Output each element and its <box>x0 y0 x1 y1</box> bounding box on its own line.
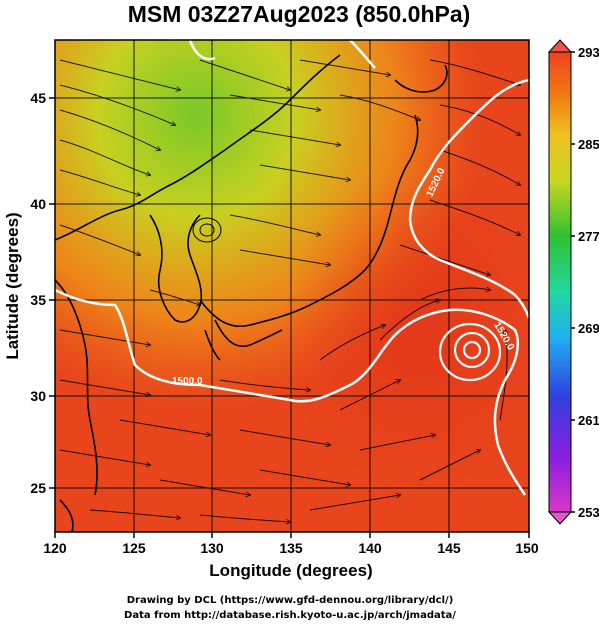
low-circulation <box>192 217 222 243</box>
x-tick-label: 145 <box>437 540 461 556</box>
colorbar-tick-label: 285 <box>578 137 599 152</box>
x-tick-label: 140 <box>358 540 382 556</box>
colorbar-max-arrow <box>547 39 573 53</box>
geopotential-contours <box>55 40 529 496</box>
credit-data: Data from http://database.rish.kyoto-u.a… <box>124 610 456 621</box>
y-tick-label: 40 <box>30 196 46 212</box>
x-tick-label: 130 <box>200 540 224 556</box>
colorbar-tick-label: 253 <box>578 505 599 520</box>
map-title: MSM 03Z27Aug2023 (850.0hPa) <box>128 1 471 27</box>
x-tick-label: 150 <box>515 540 539 556</box>
plot-frame <box>54 39 530 533</box>
x-axis: 120 125 130 135 140 145 150 Longitude (d… <box>43 532 539 580</box>
y-tick-label: 25 <box>30 480 46 496</box>
x-tick-label: 135 <box>279 540 303 556</box>
x-tick-label: 120 <box>43 540 67 556</box>
y-axis-title: Latitude (degrees) <box>3 212 22 359</box>
y-axis: 25 30 35 40 45 Latitude (degrees) <box>3 90 55 496</box>
contour-label-1500: 1500.0 <box>172 376 203 387</box>
colorbar-tick-label: 269 <box>578 321 599 336</box>
plot-area: 1500.0 1520.0 1520.0 <box>55 40 529 532</box>
x-tick-label: 125 <box>122 540 146 556</box>
grid-lines <box>55 40 529 532</box>
wind-streamlines <box>59 59 520 522</box>
colorbar-tick-label: 261 <box>578 413 599 428</box>
temperature-warm-region <box>280 170 529 490</box>
colorbar-tick-label: 293 <box>578 45 599 60</box>
y-tick-label: 35 <box>30 292 46 308</box>
coastlines <box>55 54 448 532</box>
y-tick-label: 30 <box>30 388 46 404</box>
cyclone-circulation <box>438 322 502 382</box>
credit-drawing: Drawing by DCL (https://www.gfd-dennou.o… <box>127 595 454 606</box>
colorbar: 293 285 277 269 261 253 <box>547 39 599 525</box>
colorbar-min-arrow <box>547 511 573 525</box>
x-axis-title: Longitude (degrees) <box>209 561 372 580</box>
colorbar-tick-label: 277 <box>578 229 599 244</box>
colorbar-scale <box>548 51 572 513</box>
y-tick-label: 45 <box>30 90 46 106</box>
